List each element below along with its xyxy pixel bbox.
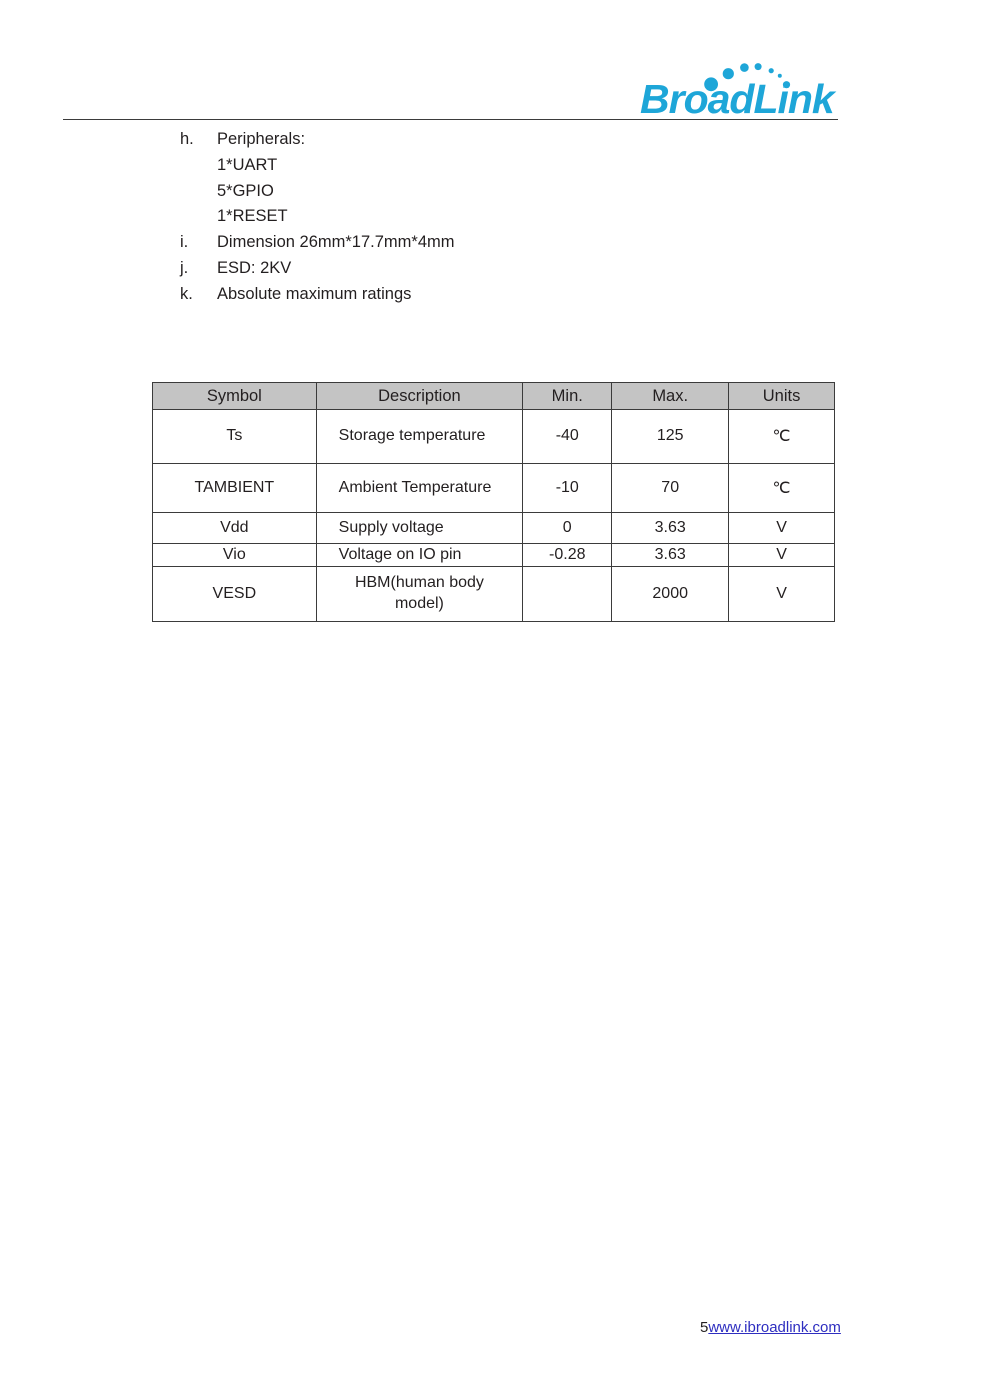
svg-text:BroadLink: BroadLink	[640, 76, 837, 115]
